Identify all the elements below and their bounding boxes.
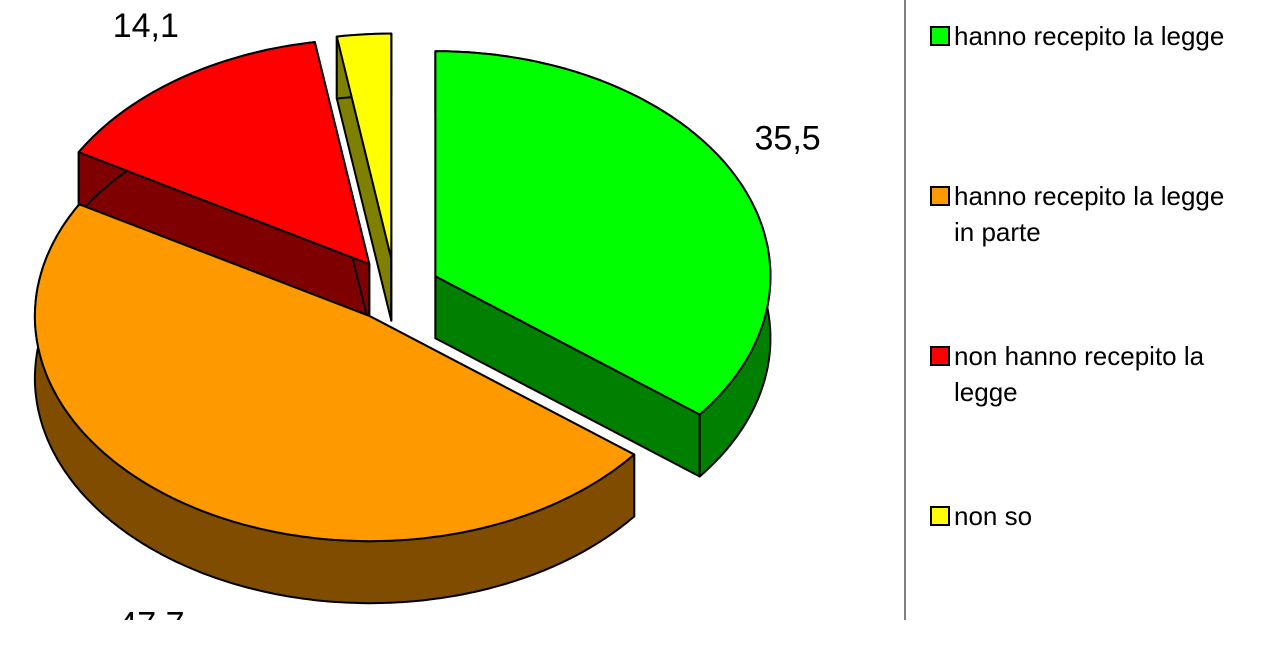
legend-swatch xyxy=(930,346,950,366)
legend-swatch xyxy=(930,26,950,46)
legend-entry: hanno recepito la legge xyxy=(930,18,1250,178)
legend-label: hanno recepito la legge in parte xyxy=(954,181,1225,247)
page: 2,614,135,547,7 hanno recepito la leggeh… xyxy=(33,0,1225,620)
slice xyxy=(77,41,371,266)
legend-label: non hanno recepito la legge xyxy=(954,341,1205,407)
value-label: 14,1 xyxy=(113,7,179,45)
legend-swatch xyxy=(930,506,950,526)
legend-entry: non hanno recepito la legge xyxy=(930,338,1250,498)
legend-label: hanno recepito la legge xyxy=(954,21,1225,51)
value-label: 35,5 xyxy=(755,120,821,158)
legend-entry: non so xyxy=(930,498,1250,658)
legend: hanno recepito la legge hanno recepito la… xyxy=(930,18,1250,658)
slice xyxy=(33,203,636,543)
legend-label: non so xyxy=(954,501,1033,531)
legend-entry: hanno recepito la legge in parte xyxy=(930,178,1250,338)
legend-swatch xyxy=(930,186,950,206)
chart: 2,614,135,547,7 xyxy=(33,0,906,620)
slice xyxy=(335,32,393,260)
value-label: 47,7 xyxy=(118,606,184,620)
slice xyxy=(434,50,772,416)
